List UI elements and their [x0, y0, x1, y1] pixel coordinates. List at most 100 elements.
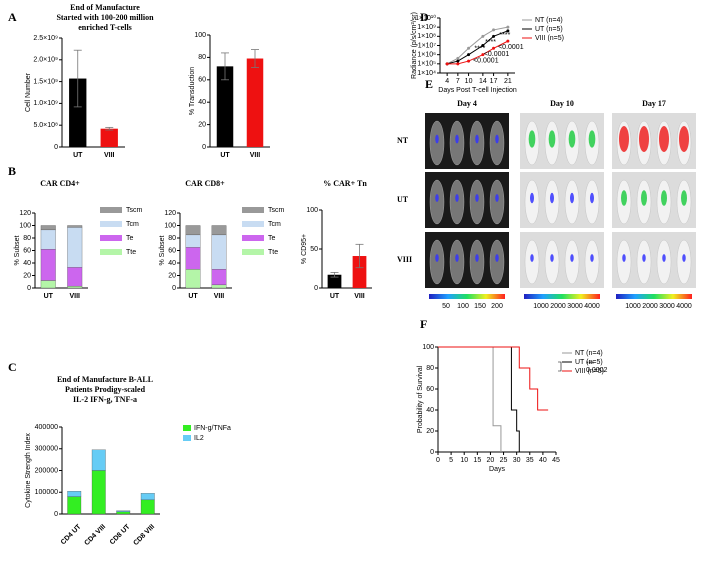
colorbar-label: 200: [491, 303, 503, 310]
legend-label: Tscm: [268, 207, 285, 214]
panel-label: C: [8, 360, 17, 374]
chart-title: CAR CD8+: [185, 179, 225, 188]
legend-label: Tcm: [126, 221, 139, 228]
colorbar-label: 3000: [659, 303, 675, 310]
colorbar-label: 2000: [642, 303, 658, 310]
legend-label: UT (n=5): [535, 26, 563, 33]
bar-segment: [185, 247, 201, 270]
bracket: [558, 361, 562, 372]
mouse: [429, 179, 445, 225]
colorbar: [429, 294, 505, 299]
signal: [588, 130, 596, 148]
point: [506, 25, 510, 29]
mouse: [469, 179, 485, 225]
error-bar: [105, 126, 114, 131]
mouse: [584, 239, 600, 285]
x-tick-label: 5: [449, 457, 453, 464]
chart-title: Started with 100-200 million: [56, 13, 154, 22]
y-axis-label: % Transduction: [189, 67, 196, 115]
signal: [495, 254, 499, 262]
x-tick-label: VIII: [354, 293, 365, 300]
signal: [475, 194, 479, 202]
signal: [679, 126, 689, 152]
point: [506, 29, 510, 33]
y-axis-label: Probability of Survival: [417, 365, 424, 433]
y-tick-label: 60: [23, 247, 31, 254]
signal: [619, 126, 629, 152]
point: [492, 28, 496, 32]
legend-label: NT (n=4): [535, 17, 563, 24]
bar-segment: [67, 491, 82, 497]
x-tick-label: 20: [487, 457, 495, 464]
x-tick-label: 40: [539, 457, 547, 464]
bar-segment: [211, 225, 227, 236]
signal: [528, 130, 536, 148]
x-tick-label: 0: [436, 457, 440, 464]
legend-label: Te: [268, 235, 276, 242]
legend-swatch: [100, 221, 122, 227]
mouse: [489, 239, 505, 285]
point: [481, 44, 485, 47]
bar-segment: [185, 234, 201, 248]
y-tick-label: 20: [168, 272, 176, 279]
x-tick-label: 21: [504, 78, 512, 85]
bar: [246, 58, 264, 147]
y-tick-label: 1×10⁵: [417, 61, 436, 68]
bar-segment: [67, 227, 83, 268]
x-tick-label: 17: [490, 78, 498, 85]
y-tick-label: 100000: [35, 489, 58, 496]
y-tick-label: 300000: [35, 446, 58, 453]
x-tick-label: 7: [456, 78, 460, 85]
y-tick-label: 80: [168, 235, 176, 242]
y-tick-label: 1.5×10⁹: [33, 78, 58, 85]
y-tick-label: 80: [426, 365, 434, 372]
bar-segment: [140, 499, 155, 515]
legend-swatch: [100, 235, 122, 241]
signal: [495, 134, 499, 144]
x-tick-label: CD8 UT: [109, 523, 132, 546]
legend-label: Tcm: [268, 221, 281, 228]
y-tick-label: 0: [54, 144, 58, 151]
chart-title: % CAR+ Tn: [323, 179, 367, 188]
day-label: Day 17: [642, 99, 666, 108]
y-tick-label: 100: [164, 222, 176, 229]
legend-label: VIII (n=5): [535, 35, 564, 42]
legend-label: NT (n=4): [575, 350, 603, 357]
bar-segment: [40, 249, 56, 281]
point: [481, 53, 485, 57]
panel-label: F: [420, 317, 427, 331]
point: [492, 34, 496, 38]
y-tick-label: 120: [19, 210, 31, 217]
colorbar-label: 150: [474, 303, 486, 310]
y-tick-label: 2.0×10⁹: [33, 57, 58, 64]
mouse: [616, 239, 632, 285]
point: [492, 46, 496, 50]
legend-swatch: [242, 207, 264, 213]
bar: [327, 274, 342, 288]
signal: [639, 126, 649, 152]
colorbar: [616, 294, 692, 299]
x-tick-label: 10: [460, 457, 468, 464]
legend-swatch: [100, 207, 122, 213]
y-axis-label: Cell Number: [25, 72, 32, 112]
annotation: <0.0001: [473, 58, 499, 65]
point: [467, 46, 471, 50]
point: [467, 53, 471, 57]
mouse: [564, 239, 580, 285]
x-tick-label: 30: [513, 457, 521, 464]
y-tick-label: 40: [426, 407, 434, 414]
error-bar: [355, 243, 364, 269]
signal: [530, 254, 534, 262]
bar-segment: [91, 449, 106, 471]
colorbar-label: 3000: [567, 303, 583, 310]
signal: [548, 130, 556, 148]
signal: [455, 254, 459, 262]
y-axis-label: % CD95+: [301, 234, 308, 264]
error-bar: [221, 52, 229, 81]
y-tick-label: 1×10⁹: [417, 24, 436, 31]
group-label: NT: [397, 136, 409, 145]
signal: [455, 194, 459, 202]
y-axis-label: Radiance (p/s/cm²/sr): [411, 12, 418, 79]
mouse: [449, 239, 465, 285]
error-bar: [251, 49, 259, 68]
